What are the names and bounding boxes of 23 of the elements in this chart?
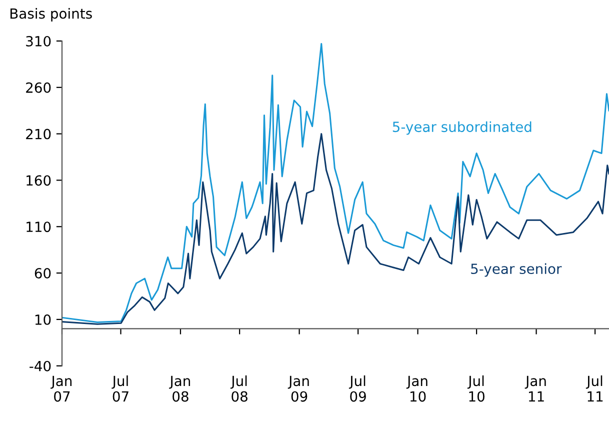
y-tick-label: 160 xyxy=(26,175,51,186)
y-tick-label: 210 xyxy=(26,128,51,140)
y-tick-label: 110 xyxy=(26,222,51,232)
y-tick-label: 60 xyxy=(34,268,51,279)
x-tick-label: Jan 08 xyxy=(169,376,190,402)
y-axis-title: Basis points xyxy=(10,8,92,22)
y-tick-label: -40 xyxy=(30,360,51,372)
x-tick-label: Jan 10 xyxy=(406,376,428,402)
y-tick-label: 310 xyxy=(26,36,51,46)
y-tick-label: 10 xyxy=(35,314,51,325)
x-tick-label: Jan 11 xyxy=(524,376,546,402)
series-label: 5-year senior xyxy=(471,263,562,277)
text: 5-year subordinated xyxy=(392,121,532,135)
y-tick-label: 260 xyxy=(26,82,51,93)
x-tick-label: Jul 11 xyxy=(586,375,603,402)
x-tick-label: Jul 07 xyxy=(112,375,128,402)
x-tick-label: Jul 09 xyxy=(348,375,366,402)
x-tick-label: Jan 09 xyxy=(288,376,309,402)
line-series xyxy=(62,43,609,323)
x-tick-label: Jan 07 xyxy=(50,376,72,402)
x-tick-label: Jul 08 xyxy=(230,375,248,402)
line-series xyxy=(62,133,609,325)
x-tick-label: Jul 10 xyxy=(467,375,484,402)
